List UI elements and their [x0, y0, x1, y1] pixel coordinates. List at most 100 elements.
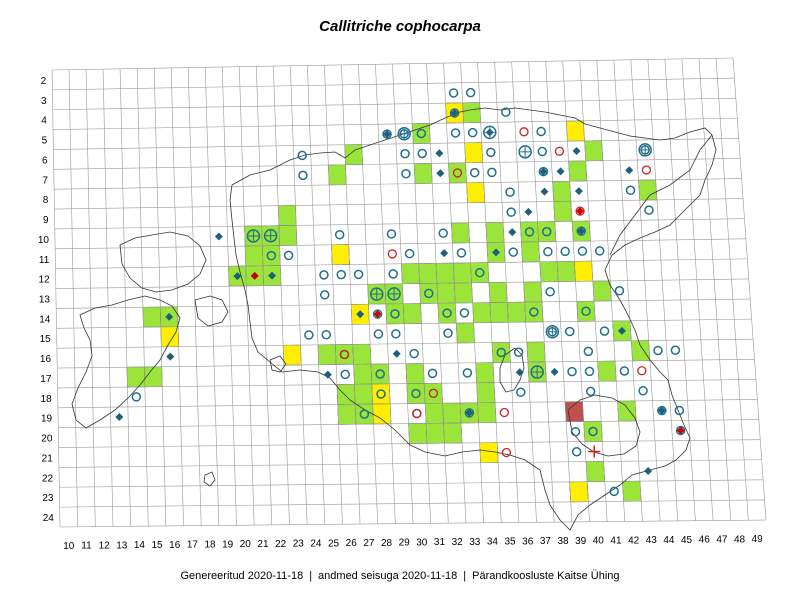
row-label: 8 [43, 195, 49, 206]
column-label: 45 [681, 535, 693, 546]
green-cell [344, 144, 363, 165]
coastline-layer [71, 107, 717, 531]
occurrence-circle [462, 368, 473, 378]
green-cell [491, 342, 511, 363]
occurrence-diamond [440, 249, 449, 258]
occurrence-circle [298, 170, 308, 181]
row-label: 15 [40, 334, 52, 345]
grid-line-vertical [136, 68, 149, 527]
yellow-cell [282, 344, 302, 366]
grid-line-horizontal [58, 459, 762, 468]
occurrence-circle [353, 269, 364, 280]
green-cell [354, 383, 373, 405]
occurrence-circle [513, 347, 524, 357]
green-cell [418, 263, 438, 284]
occurrence-circle-red [412, 408, 422, 419]
grid-line-vertical [324, 65, 343, 525]
occurrence-circle [438, 228, 448, 238]
occurrence-circle [450, 128, 461, 138]
grid-line-vertical [698, 58, 731, 521]
occurrence-circle [653, 345, 663, 356]
occurrence-circle [443, 328, 453, 338]
green-cell [451, 222, 470, 244]
row-label: 6 [42, 155, 48, 166]
occurrence-diamond-red [576, 207, 585, 216]
occurrence-circle-large [545, 325, 560, 339]
green-cell [443, 422, 463, 444]
grid-line-vertical [221, 66, 237, 526]
green-cell [592, 280, 612, 302]
grid-line-horizontal [54, 198, 744, 210]
green-cell [489, 302, 509, 323]
grid-line-horizontal [54, 218, 745, 230]
column-labels: 10 11 12 13 14 15 16 17 18 19 20 21 22 23 24 25 26 27 28 29… [63, 534, 763, 552]
green-cell [584, 140, 604, 162]
column-label: 41 [610, 535, 622, 546]
grid-line-vertical [630, 59, 661, 522]
occurrence-diamond [115, 413, 124, 422]
occurrence-circle [319, 270, 329, 280]
grid-line-vertical [732, 57, 767, 521]
green-cell [244, 245, 264, 267]
occurrence-circle [599, 326, 610, 336]
green-cell [424, 402, 444, 424]
occurrence-circle [373, 329, 384, 339]
occurrence-diamond [268, 271, 277, 280]
grid-line-horizontal [57, 379, 756, 389]
occurrence-diamond [166, 352, 175, 361]
occurrence-circle [424, 288, 434, 299]
green-cell [462, 102, 481, 124]
occurrence-diamond [515, 368, 524, 377]
grid-line-vertical [460, 62, 484, 523]
grid-line-vertical [51, 69, 61, 528]
occurrence-circle [375, 369, 385, 379]
row-label: 18 [41, 394, 53, 405]
green-cell [488, 282, 508, 303]
green-cell [406, 383, 426, 404]
column-label: 24 [310, 538, 322, 549]
row-label: 3 [41, 96, 47, 107]
occurrence-circle [543, 246, 553, 257]
grid-line-vertical [187, 67, 202, 526]
row-label: 17 [40, 374, 52, 385]
grid-line-vertical [153, 68, 167, 526]
ruhnu-coastline [269, 355, 287, 373]
green-cell [622, 480, 642, 502]
occurrence-circle [508, 247, 519, 257]
column-label: 34 [487, 537, 499, 548]
row-label: 9 [43, 215, 49, 226]
occurrence-circle-red [387, 249, 397, 259]
green-cell [630, 340, 651, 362]
grid-line-horizontal [53, 138, 739, 150]
occurrence-circle-red [339, 349, 350, 360]
occurrence-circle [297, 150, 307, 161]
grid-line-horizontal [59, 519, 767, 528]
green-cell [262, 245, 281, 267]
grid-line-vertical [613, 60, 643, 522]
grid-line-vertical [170, 67, 184, 526]
grid-line-vertical [681, 58, 714, 521]
grid-line-vertical [579, 60, 608, 522]
grid-line-vertical [426, 63, 449, 524]
occurrence-circle [469, 167, 480, 178]
green-cell [475, 362, 495, 384]
occurrence-diamond [233, 272, 242, 281]
occurrence-diamond [356, 310, 365, 319]
separator: | [463, 570, 467, 582]
row-label: 14 [39, 314, 51, 325]
occurrence-circle [565, 326, 575, 337]
column-label: 20 [240, 539, 252, 550]
occurrence-circle [409, 348, 419, 359]
yellow-cell [331, 244, 350, 266]
column-label: 43 [646, 535, 658, 546]
grid-line-vertical [290, 65, 308, 525]
column-label: 13 [116, 540, 128, 551]
occurrence-circle [567, 366, 577, 377]
occurrence-circle [416, 128, 427, 139]
green-cell [436, 282, 456, 304]
green-cell [425, 422, 445, 444]
column-label: 17 [187, 540, 199, 551]
row-label: 16 [40, 354, 52, 365]
